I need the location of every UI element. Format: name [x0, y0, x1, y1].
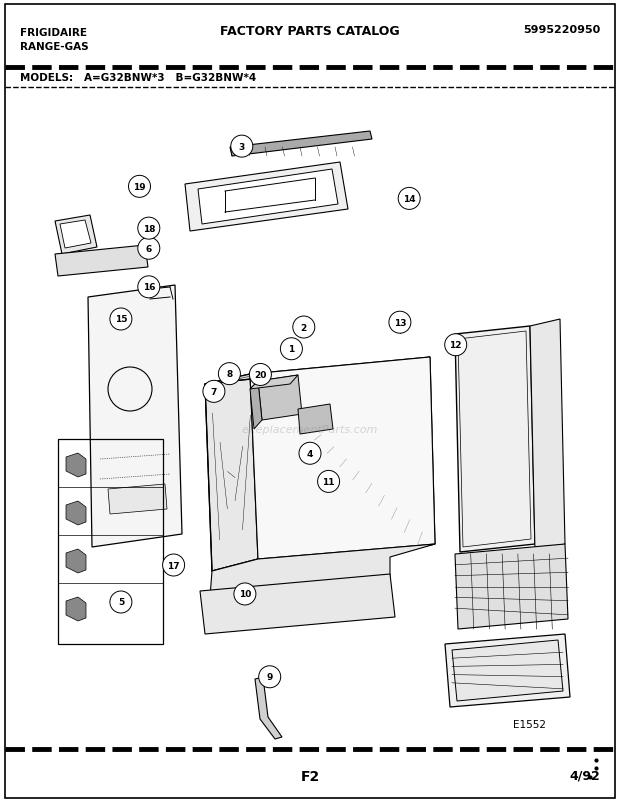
Polygon shape: [455, 544, 568, 630]
Circle shape: [249, 364, 272, 386]
Text: 5: 5: [118, 597, 124, 607]
Text: 1: 1: [288, 344, 294, 354]
Text: 17: 17: [167, 560, 180, 570]
Polygon shape: [185, 163, 348, 232]
Polygon shape: [455, 327, 535, 552]
Text: 15: 15: [115, 315, 127, 324]
Text: 16: 16: [143, 283, 155, 292]
Circle shape: [162, 554, 185, 577]
Polygon shape: [60, 221, 91, 249]
Text: eReplacementParts.com: eReplacementParts.com: [242, 425, 378, 434]
Text: 20: 20: [254, 370, 267, 380]
Circle shape: [138, 276, 160, 299]
Polygon shape: [205, 357, 430, 385]
Text: 13: 13: [394, 318, 406, 328]
Text: 4/92: 4/92: [569, 769, 600, 782]
Circle shape: [317, 471, 340, 493]
Polygon shape: [66, 597, 86, 622]
Text: F2: F2: [300, 769, 320, 783]
Circle shape: [293, 316, 315, 339]
Text: 9: 9: [267, 672, 273, 682]
Bar: [58, 439, 163, 644]
Text: 10: 10: [239, 589, 251, 599]
Polygon shape: [88, 286, 182, 548]
Circle shape: [138, 218, 160, 240]
Polygon shape: [250, 381, 262, 430]
Text: 7: 7: [211, 387, 217, 397]
Polygon shape: [205, 374, 258, 571]
Polygon shape: [55, 246, 148, 277]
Polygon shape: [452, 640, 563, 701]
Polygon shape: [230, 132, 372, 157]
Polygon shape: [258, 376, 302, 421]
Circle shape: [218, 363, 241, 385]
Text: E1552: E1552: [513, 719, 546, 729]
Text: 11: 11: [322, 477, 335, 487]
Polygon shape: [250, 357, 435, 560]
Polygon shape: [66, 454, 86, 478]
Circle shape: [234, 583, 256, 605]
Bar: [376, 605, 384, 613]
Polygon shape: [210, 544, 435, 597]
Polygon shape: [66, 501, 86, 525]
Bar: [371, 578, 379, 586]
Text: FRIGIDAIRE: FRIGIDAIRE: [20, 28, 87, 38]
Circle shape: [280, 338, 303, 361]
Polygon shape: [530, 320, 565, 552]
Circle shape: [110, 591, 132, 613]
Text: 12: 12: [450, 340, 462, 350]
Polygon shape: [200, 574, 395, 634]
Text: 3: 3: [239, 142, 245, 152]
Polygon shape: [55, 216, 97, 255]
Text: 2: 2: [301, 323, 307, 332]
Polygon shape: [445, 634, 570, 707]
Text: 8: 8: [226, 369, 232, 379]
Text: 5995220950: 5995220950: [523, 25, 600, 35]
Text: FACTORY PARTS CATALOG: FACTORY PARTS CATALOG: [220, 25, 400, 38]
Polygon shape: [255, 677, 282, 739]
Polygon shape: [198, 169, 338, 225]
Circle shape: [138, 238, 160, 260]
Polygon shape: [212, 544, 435, 571]
Text: MODELS:   A=G32BNW*3   B=G32BNW*4: MODELS: A=G32BNW*3 B=G32BNW*4: [20, 73, 256, 83]
Circle shape: [110, 308, 132, 331]
Bar: [206, 595, 214, 603]
Text: 19: 19: [133, 182, 146, 192]
Circle shape: [445, 334, 467, 357]
Circle shape: [259, 666, 281, 688]
Text: 4: 4: [307, 449, 313, 459]
Text: 6: 6: [146, 244, 152, 254]
Text: 14: 14: [403, 194, 415, 204]
Circle shape: [203, 381, 225, 403]
Bar: [208, 620, 216, 628]
Circle shape: [398, 188, 420, 210]
Circle shape: [389, 312, 411, 334]
Polygon shape: [250, 376, 298, 389]
Circle shape: [128, 176, 151, 198]
Polygon shape: [66, 549, 86, 573]
Text: RANGE-GAS: RANGE-GAS: [20, 42, 89, 52]
Text: 18: 18: [143, 224, 155, 234]
Polygon shape: [108, 484, 167, 515]
Circle shape: [231, 136, 253, 158]
Polygon shape: [298, 405, 333, 434]
Circle shape: [299, 442, 321, 465]
Polygon shape: [390, 357, 435, 552]
